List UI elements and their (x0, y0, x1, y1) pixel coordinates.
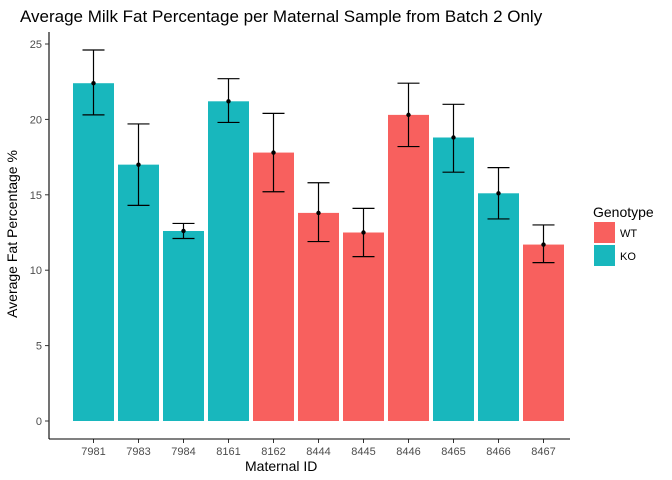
x-tick-label: 7983 (126, 446, 150, 458)
x-tick-label: 8466 (486, 446, 510, 458)
bar-8162 (253, 152, 294, 422)
y-axis: 0 5 10 15 20 25 (30, 32, 50, 439)
bar-7984 (163, 230, 204, 421)
x-tick-label: 7981 (81, 446, 105, 458)
mean-point-8467 (541, 242, 546, 247)
bars-group (73, 83, 564, 422)
bar-8161 (208, 101, 249, 421)
mean-point-7983 (136, 162, 141, 167)
y-axis-title: Average Fat Percentage % (4, 150, 20, 318)
y-tick-label: 15 (30, 190, 42, 202)
legend-title: Genotype (593, 204, 654, 220)
bar-8444 (298, 212, 339, 421)
bar-7981 (73, 83, 114, 421)
chart-title: Average Milk Fat Percentage per Maternal… (20, 7, 543, 26)
mean-point-8446 (406, 112, 411, 118)
x-tick-label: 8465 (441, 446, 465, 458)
y-tick-label: 20 (30, 114, 42, 126)
bar-8466 (478, 193, 519, 421)
x-tick-label: 8467 (531, 446, 555, 458)
mean-point-8444 (316, 210, 321, 216)
mean-point-8162 (271, 150, 276, 155)
x-axis-title: Maternal ID (245, 458, 317, 474)
bar-8446 (388, 114, 429, 421)
bar-8445 (343, 232, 384, 421)
legend: Genotype WT KO (593, 204, 654, 266)
bar-8465 (433, 137, 474, 421)
y-tick-label: 10 (30, 265, 42, 277)
mean-point-8466 (496, 191, 501, 196)
x-tick-label: 8446 (396, 446, 420, 458)
legend-label-ko: KO (620, 251, 636, 263)
mean-point-7981 (91, 81, 96, 86)
legend-swatch-wt (594, 222, 615, 243)
error-bars-group (82, 49, 555, 264)
x-tick-label: 8444 (306, 446, 330, 458)
mean-point-8161 (226, 99, 231, 104)
mean-point-8465 (451, 135, 456, 140)
bar-7983 (118, 164, 159, 421)
x-axis: 7981 7983 7984 8161 8162 8444 8445 8446 8465 8466… (49, 438, 570, 458)
y-tick-label: 5 (36, 341, 42, 353)
x-tick-label: 8162 (261, 446, 285, 458)
mean-point-7984 (181, 228, 186, 234)
bar-8467 (523, 244, 564, 421)
x-tick-label: 8161 (216, 446, 240, 458)
y-tick-label: 0 (36, 416, 42, 428)
x-tick-label: 7984 (171, 446, 195, 458)
legend-swatch-ko (594, 245, 615, 266)
y-tick-label: 25 (30, 39, 42, 51)
legend-label-wt: WT (620, 228, 637, 240)
x-tick-label: 8445 (351, 446, 375, 458)
mean-point-8445 (361, 230, 366, 235)
